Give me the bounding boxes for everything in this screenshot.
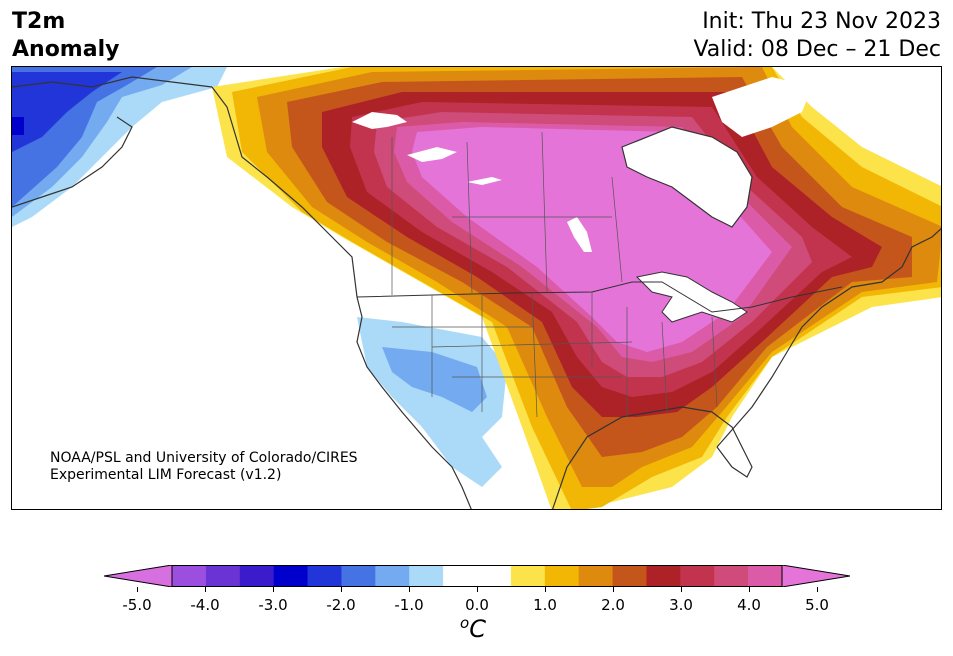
- colorbar-tick-label: -3.0: [258, 596, 288, 614]
- colorbar-tick-label: 2.0: [601, 596, 625, 614]
- colorbar-tick-mark: [817, 587, 818, 592]
- canada-us-border: [356, 281, 843, 313]
- colorbar-segment: [205, 565, 241, 587]
- colorbar-tick-label: 1.0: [533, 596, 557, 614]
- colorbar-segment: [544, 565, 580, 587]
- colorbar-segment: [477, 565, 512, 587]
- colorbar-segment: [646, 565, 681, 587]
- colorbar-segment: [341, 565, 376, 587]
- colorbar-segment: [307, 565, 342, 587]
- colorbar-tick-mark: [749, 587, 750, 592]
- colorbar: [104, 565, 850, 587]
- colorbar-tick-mark: [273, 587, 274, 592]
- colorbar-tick-label: -1.0: [394, 596, 424, 614]
- coastline-alaska: [12, 76, 213, 208]
- colorbar-segment: [578, 565, 614, 587]
- great-slave-lake: [407, 147, 457, 162]
- colorbar-segments: [172, 565, 783, 587]
- valid-range: Valid: 08 Dec – 21 Dec: [693, 37, 941, 62]
- colorbar-tick-label: -4.0: [190, 596, 220, 614]
- lake-winnipeg: [567, 217, 592, 252]
- colorbar-segment: [714, 565, 749, 587]
- init-date: Init: Thu 23 Nov 2023: [702, 9, 941, 34]
- colorbar-tick-mark: [137, 587, 138, 592]
- alaska-cold-core: [12, 117, 24, 135]
- great-lakes: [635, 271, 748, 323]
- colorbar-tick-label: 4.0: [737, 596, 761, 614]
- gulf-coast: [552, 406, 753, 509]
- title-line-1: T2m: [12, 9, 66, 34]
- units-superscript: o: [460, 614, 470, 632]
- great-bear-lake: [352, 112, 407, 129]
- colorbar-tick-label: -5.0: [122, 596, 152, 614]
- alaska-cold-stronger: [12, 72, 122, 152]
- colorbar-segment: [748, 565, 783, 587]
- title-line-2: Anomaly: [12, 37, 120, 62]
- colorbar-tick-label: 3.0: [669, 596, 693, 614]
- colorbar-tick-mark: [545, 587, 546, 592]
- colorbar-segment: [510, 565, 546, 587]
- units-text: C: [469, 615, 486, 643]
- colorbar-tick-label: -2.0: [326, 596, 356, 614]
- colorbar-tick-mark: [409, 587, 410, 592]
- map-title: T2m Anomaly: [12, 8, 119, 64]
- colorbar-tick-label: 5.0: [805, 596, 829, 614]
- colorbar-tick-mark: [341, 587, 342, 592]
- colorbar-segment: [172, 565, 207, 587]
- colorbar-tick-label: 0.0: [465, 596, 489, 614]
- colorbar-max-extend: [781, 565, 850, 587]
- map-canvas: [12, 67, 941, 509]
- lake-athabasca: [467, 177, 502, 185]
- colorbar-segment: [680, 565, 715, 587]
- colorbar-segment: [612, 565, 647, 587]
- anomaly-map: NOAA/PSL and University of Colorado/CIRE…: [11, 66, 942, 510]
- colorbar-segment: [239, 565, 275, 587]
- state-lines: [392, 292, 718, 418]
- colorbar-segment: [375, 565, 410, 587]
- forecast-dates: Init: Thu 23 Nov 2023 Valid: 08 Dec – 21…: [693, 8, 941, 64]
- colorbar-tick-mark: [681, 587, 682, 592]
- west-cool-mid: [382, 347, 487, 412]
- coastline-west: [211, 86, 472, 509]
- colorbar-min-extend: [104, 565, 173, 587]
- east-coast: [716, 228, 941, 448]
- credit-line-1: NOAA/PSL and University of Colorado/CIRE…: [50, 450, 358, 466]
- colorbar-tick-mark: [477, 587, 478, 592]
- colorbar-segment: [409, 565, 444, 587]
- colorbar-tick-mark: [613, 587, 614, 592]
- credit-line-2: Experimental LIM Forecast (v1.2): [50, 467, 282, 483]
- hudson-bay: [621, 126, 753, 228]
- units-label: oC: [460, 614, 486, 643]
- colorbar-outline: [171, 565, 783, 587]
- hudson-strait: [712, 77, 812, 137]
- colorbar-segment: [273, 565, 309, 587]
- colorbar-segment: [443, 565, 478, 587]
- province-lines: [391, 131, 623, 295]
- credit-text: NOAA/PSL and University of Colorado/CIRE…: [50, 450, 358, 484]
- colorbar-tick-mark: [205, 587, 206, 592]
